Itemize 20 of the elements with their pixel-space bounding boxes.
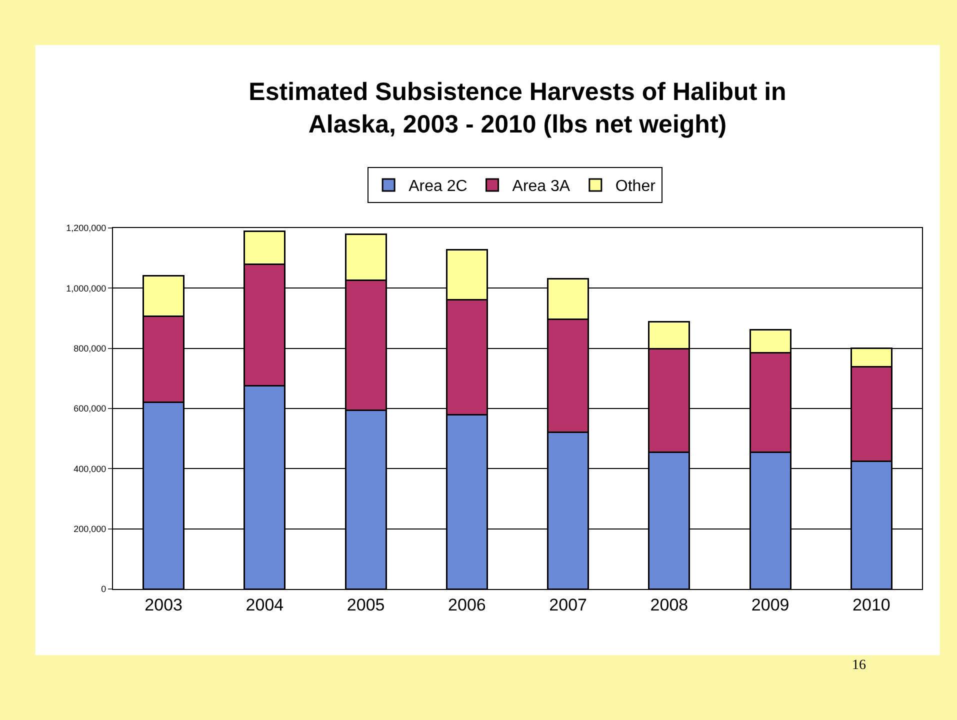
y-tick-label: 800,000 xyxy=(74,343,106,354)
y-tick-label: 200,000 xyxy=(74,524,106,534)
legend-label: Area 3A xyxy=(512,178,570,196)
x-tick-label: 2003 xyxy=(144,595,182,614)
x-tick-label: 2004 xyxy=(246,595,284,614)
legend-label: Other xyxy=(615,178,656,196)
chart-title: Estimated Subsistence Harvests of Halibut in Alaska, 2003 - 2010 (lbs net weight) xyxy=(248,78,786,138)
y-tick-label: 600,000 xyxy=(74,404,106,414)
x-tick-label: 2006 xyxy=(448,595,486,614)
x-tick-label: 2010 xyxy=(852,595,890,614)
y-tick-label: 1,200,000 xyxy=(66,223,106,234)
x-tick-label: 2007 xyxy=(549,595,587,614)
y-tick-label: 1,000,000 xyxy=(66,283,106,294)
y-tick-label: 0 xyxy=(101,584,106,594)
legend-label: Area 2C xyxy=(408,178,468,196)
x-tick-label: 2009 xyxy=(751,595,790,614)
y-tick-label: 400,000 xyxy=(74,464,106,474)
text: 16 xyxy=(852,658,866,673)
x-tick-label: 2005 xyxy=(346,595,385,614)
x-tick-label: 2008 xyxy=(650,595,688,614)
